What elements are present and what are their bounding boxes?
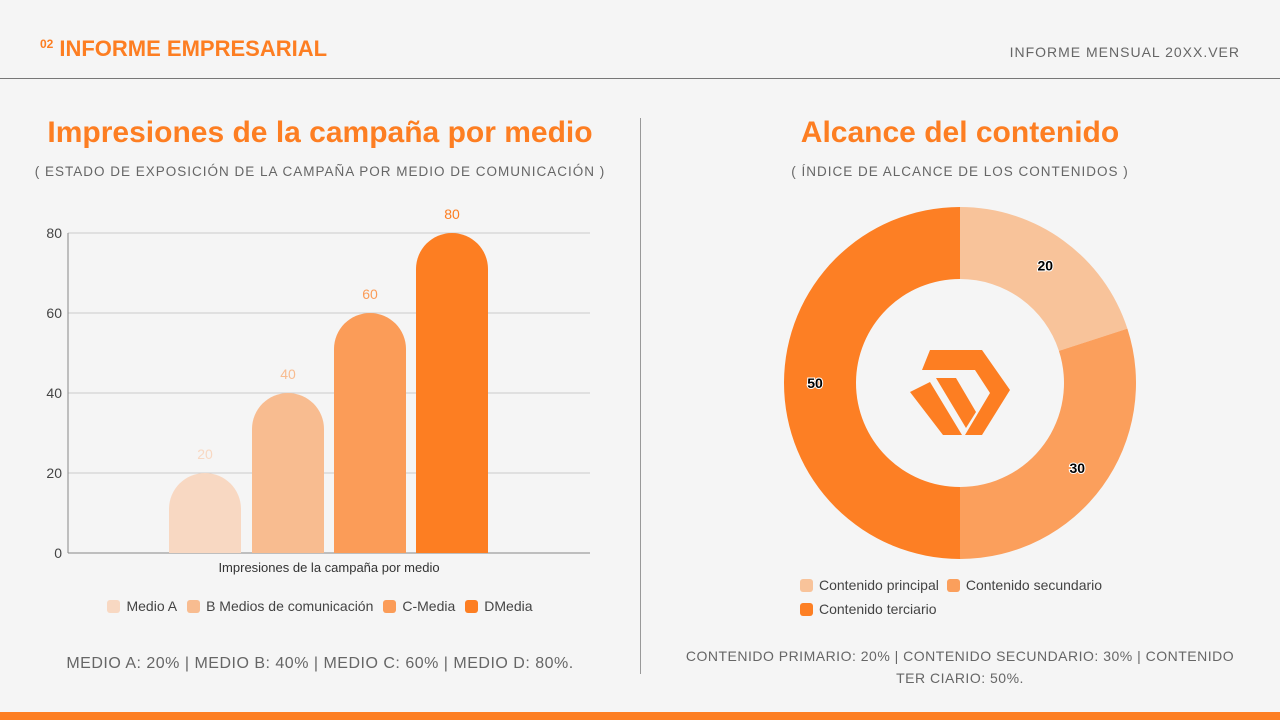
y-tick-label: 40	[46, 385, 62, 401]
legend-swatch	[187, 600, 201, 613]
header-title: 02 INFORME EMPRESARIAL	[40, 36, 327, 62]
bar-chart: 0 20 40 60 80 20 40 60 80 Impresiones de la campa…	[46, 206, 590, 575]
legend-label: B Medios de comunicación	[206, 598, 374, 614]
data-label: 50	[807, 375, 823, 391]
legend-item: C-Media	[383, 598, 455, 614]
donut-chart-legend: Contenido principal Contenido secundario C…	[800, 577, 1140, 617]
bar	[416, 233, 488, 553]
bar	[334, 313, 406, 553]
bar	[169, 473, 241, 553]
donut-slice	[784, 207, 960, 559]
legend-item: Contenido principal	[800, 577, 939, 593]
legend-item: Medio A	[107, 598, 177, 614]
logo-part	[910, 382, 962, 435]
donut-chart: 20 30 50	[784, 207, 1136, 559]
legend-swatch	[465, 600, 479, 613]
legend-swatch	[383, 600, 397, 613]
y-tick-label: 60	[46, 305, 62, 321]
data-label: 20	[1037, 258, 1053, 274]
donut-chart-title: Alcance del contenido	[800, 116, 1120, 149]
donut-summary: CONTENIDO PRIMARIO: 20% | CONTENIDO SECU…	[685, 648, 1235, 686]
data-label: 30	[1070, 460, 1086, 476]
donut-chart-subtitle: ( ÍNDICE DE ALCANCE DE LOS CONTENIDOS )	[791, 164, 1129, 179]
legend-swatch	[946, 579, 960, 592]
x-axis-label: Impresiones de la campaña por medio	[218, 560, 439, 575]
donut-slice	[960, 328, 1136, 559]
legend-swatch	[107, 600, 121, 613]
header-report-label: INFORME MENSUAL 20XX.VER	[1009, 44, 1240, 60]
logo-part	[922, 350, 1010, 435]
legend-label: Contenido terciario	[819, 601, 937, 617]
bottom-accent-bar	[0, 712, 1280, 720]
bar-chart-legend: Medio A B Medios de comunicación C-Media DM…	[0, 598, 640, 614]
logo-part	[936, 378, 976, 428]
legend-label: Contenido secundario	[965, 577, 1103, 593]
header-divider	[0, 78, 1280, 79]
legend-swatch	[800, 579, 813, 592]
bar-summary: MEDIO A: 20% | MEDIO B: 40% | MEDIO C: 6…	[66, 655, 574, 672]
legend-item: DMedia	[465, 598, 533, 614]
y-tick-label: 80	[46, 225, 62, 241]
y-tick-label: 0	[54, 545, 62, 561]
bar-chart-subtitle: ( ESTADO DE EXPOSICIÓN DE LA CAMPAÑA POR…	[34, 164, 606, 179]
donut-slice	[960, 207, 1128, 351]
legend-item: Contenido secundario	[946, 577, 1103, 593]
data-label: 20	[197, 446, 213, 462]
y-tick-label: 20	[46, 465, 62, 481]
bar	[252, 393, 324, 553]
bar-chart-title: Impresiones de la campaña por medio	[47, 116, 593, 149]
data-label: 80	[444, 206, 460, 222]
section-number: 02	[40, 36, 54, 51]
data-label: 40	[280, 366, 296, 382]
header-title-text: INFORME EMPRESARIAL	[59, 36, 328, 61]
legend-label: C-Media	[402, 598, 456, 614]
legend-swatch	[800, 603, 813, 616]
data-label: 60	[362, 286, 378, 302]
legend-label: DMedia	[484, 598, 533, 614]
brand-logo-icon	[910, 350, 1010, 435]
legend-label: Contenido principal	[819, 577, 939, 593]
legend-item: Contenido terciario	[800, 601, 937, 617]
column-divider	[640, 118, 641, 674]
legend-label: Medio A	[126, 598, 178, 614]
legend-item: B Medios de comunicación	[187, 598, 373, 614]
